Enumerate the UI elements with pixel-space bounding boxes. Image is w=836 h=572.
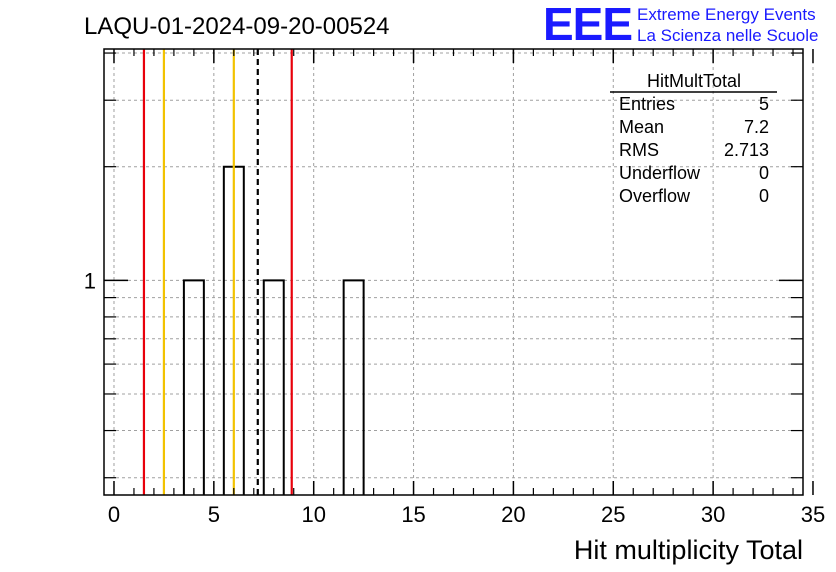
stats-row-value: 0	[759, 163, 769, 183]
stats-rows: Entries 5 Mean 7.2 RMS 2.713 Underflow 0 Overflo…	[619, 94, 769, 206]
stats-row-value: 5	[759, 94, 769, 114]
grid-layer	[104, 49, 814, 495]
x-tick-label: 5	[208, 502, 220, 527]
marker-lines	[142, 49, 293, 495]
stats-row-label: Underflow	[619, 163, 701, 183]
logo-line-2: La Scienza nelle Scuole	[637, 26, 818, 45]
stats-row-label: Overflow	[619, 186, 691, 206]
plot-frame	[103, 48, 804, 496]
x-tick-label: 10	[301, 502, 325, 527]
histogram-bars	[182, 165, 365, 495]
y-tick-label: 1	[84, 268, 96, 293]
logo-line-1: Extreme Energy Events	[637, 5, 816, 24]
x-tick-label: 35	[801, 502, 825, 527]
histogram-bin	[262, 279, 285, 495]
x-tick-label: 15	[401, 502, 425, 527]
stats-row-value: 7.2	[744, 117, 769, 137]
chart-title: LAQU-01-2024-09-20-00524	[84, 13, 390, 40]
axis-ticks	[104, 49, 814, 495]
stats-row-label: Entries	[619, 94, 675, 114]
logo-letters: EEE	[543, 0, 632, 50]
histogram-bin	[342, 279, 365, 495]
x-tick-label: 25	[601, 502, 625, 527]
stats-title: HitMultTotal	[647, 71, 741, 91]
tick-labels: 0 5 10 15 20 25 30 35 1	[84, 268, 825, 527]
x-tick-label: 20	[501, 502, 525, 527]
stats-row-label: Mean	[619, 117, 664, 137]
stats-box: HitMultTotal Entries 5 Mean 7.2 RMS 2.713 Unde…	[610, 71, 777, 206]
stats-row-value: 2.713	[724, 140, 769, 160]
x-tick-label: 0	[108, 502, 120, 527]
stats-row-label: RMS	[619, 140, 659, 160]
histogram-bin	[182, 279, 205, 495]
x-tick-label: 30	[701, 502, 725, 527]
x-axis-label: Hit multiplicity Total	[574, 535, 803, 565]
eee-logo: EEE Extreme Energy Events La Scienza nel…	[543, 0, 818, 50]
stats-row-value: 0	[759, 186, 769, 206]
